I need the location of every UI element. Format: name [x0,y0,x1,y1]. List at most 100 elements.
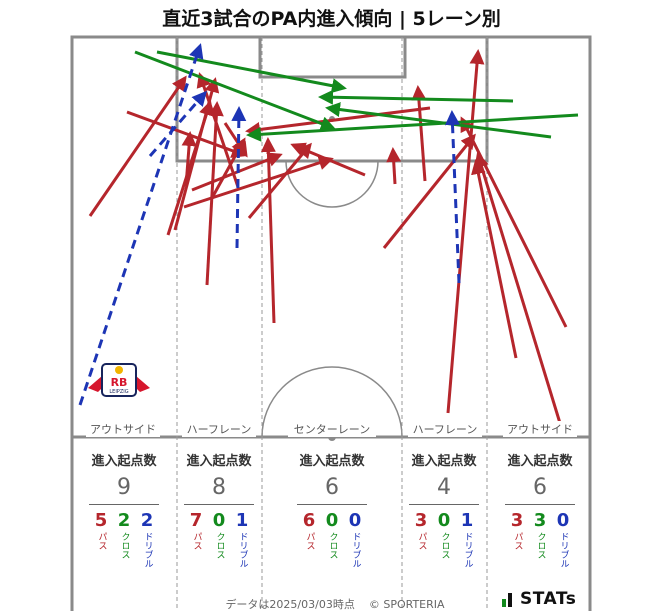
cross-arrow [246,113,579,142]
pass-arrow [183,155,334,209]
pass-count: 5 [94,510,108,531]
dribble-count: 0 [556,510,570,531]
lane-dividers [176,37,488,611]
dribble-arrow [445,110,461,284]
cross-arrow [318,89,514,105]
dribble-count: 1 [460,510,474,531]
stat-breakdown: 3 パス 3 クロス 0 ドリブル [497,510,583,569]
cross-count: 2 [117,510,131,531]
pass-arrow [181,131,197,187]
pass-arrows [88,49,568,434]
pass-arrow [446,49,485,414]
dribble-count: 1 [235,510,249,531]
stat-heading: 進入起点数 [411,454,477,469]
lane-label-right-outside: アウトサイド [503,421,577,437]
stat-divider [409,504,479,505]
cross-label: クロス [214,532,225,559]
stat-divider [89,504,159,505]
cross-label: クロス [439,532,450,559]
pass-arrow [196,72,240,188]
club-logo-subtext: LEIPZIG [109,389,128,395]
cross-arrows [134,50,579,142]
pass-arrow [411,85,427,182]
pass-arrow [223,122,248,158]
stat-breakdown: 5 パス 2 クロス 2 ドリブル [81,510,167,569]
stats-logo-text: STATs [520,589,577,609]
pass-label: パス [304,532,315,550]
pass-count: 3 [510,510,524,531]
pass-arrow [247,142,312,219]
pass-arrow [205,101,224,286]
cross-label: クロス [119,532,130,559]
lane-label-left-outside: アウトサイド [86,421,160,437]
dribble-label: ドリブル [237,532,248,568]
stat-breakdown: 6 パス 0 クロス 0 ドリブル [289,510,375,569]
stat-total: 6 [325,475,339,500]
dribble-label: ドリブル [558,532,569,568]
club-logo-text: RB [111,376,128,389]
pass-count: 3 [414,510,428,531]
pass-label: パス [191,532,202,550]
pass-label: パス [416,532,427,550]
lane-stats-center: 進入起点数 6 6 パス 0 クロス 0 ドリブル [289,450,375,568]
stat-divider [184,504,254,505]
pass-arrow [382,133,476,249]
cross-arrow [156,50,347,94]
dribble-count: 0 [348,510,362,531]
page-title: 直近3試合のPA内進入傾向 | 5レーン別 [162,8,501,30]
dribble-label: ドリブル [142,532,153,568]
stat-total: 9 [117,475,131,500]
cross-label: クロス [535,532,546,559]
stats-logo: STATs [500,589,576,609]
pass-arrow [191,152,283,192]
dribble-arrow [231,106,247,249]
stat-total: 8 [212,475,226,500]
cross-count: 0 [325,510,339,531]
dribble-label: ドリブル [462,532,473,568]
lane-stats-right-outside: 進入起点数 6 3 パス 3 クロス 0 ドリブル [497,450,583,568]
lane-stats-left-half: 進入起点数 8 7 パス 0 クロス 1 ドリブル [176,450,262,568]
stat-divider [505,504,575,505]
stat-total: 6 [533,475,547,500]
footer-date: データは2025/03/03時点 © SPORTERIA [170,596,500,612]
pitch-arcs [261,160,403,438]
cross-arrow [134,50,336,131]
pass-arrow [245,106,431,137]
dribble-arrows [78,43,461,406]
pass-arrow [88,75,187,217]
pass-count: 6 [302,510,316,531]
pass-label: パス [512,532,523,550]
pass-label: パス [96,532,107,550]
footer-copyright: © SPORTERIA [368,598,445,611]
cross-count: 0 [437,510,451,531]
stat-breakdown: 7 パス 0 クロス 1 ドリブル [176,510,262,569]
stat-heading: 進入起点数 [186,454,252,469]
cross-count: 3 [533,510,547,531]
cross-label: クロス [327,532,338,559]
stat-heading: 進入起点数 [507,454,573,469]
stats-logo-icon [502,593,512,607]
lane-label-left-half: ハーフレーン [182,421,256,437]
dribble-arrow [78,43,204,406]
stat-divider [297,504,367,505]
lane-label-center: センターレーン [288,421,376,437]
pass-arrow [386,147,402,185]
pass-arrow [471,159,518,359]
pass-arrow [460,116,568,328]
lane-label-right-half: ハーフレーン [408,421,482,437]
pass-count: 7 [189,510,203,531]
pass-arrow [474,152,565,434]
lane-stats-left-outside: 進入起点数 9 5 パス 2 クロス 2 ドリブル [81,450,167,568]
lane-stats-right-half: 進入起点数 4 3 パス 0 クロス 1 ドリブル [401,450,487,568]
cross-count: 0 [212,510,226,531]
pass-arrow [290,142,366,177]
pass-arrow [173,77,220,231]
dribble-label: ドリブル [350,532,361,568]
footer-date-text: データは2025/03/03時点 [225,598,355,611]
pass-arrow [260,137,276,324]
stat-heading: 進入起点数 [91,454,157,469]
stat-total: 4 [437,475,451,500]
stat-breakdown: 3 パス 0 クロス 1 ドリブル [401,510,487,569]
club-logo: RB LEIPZIG [88,363,150,397]
